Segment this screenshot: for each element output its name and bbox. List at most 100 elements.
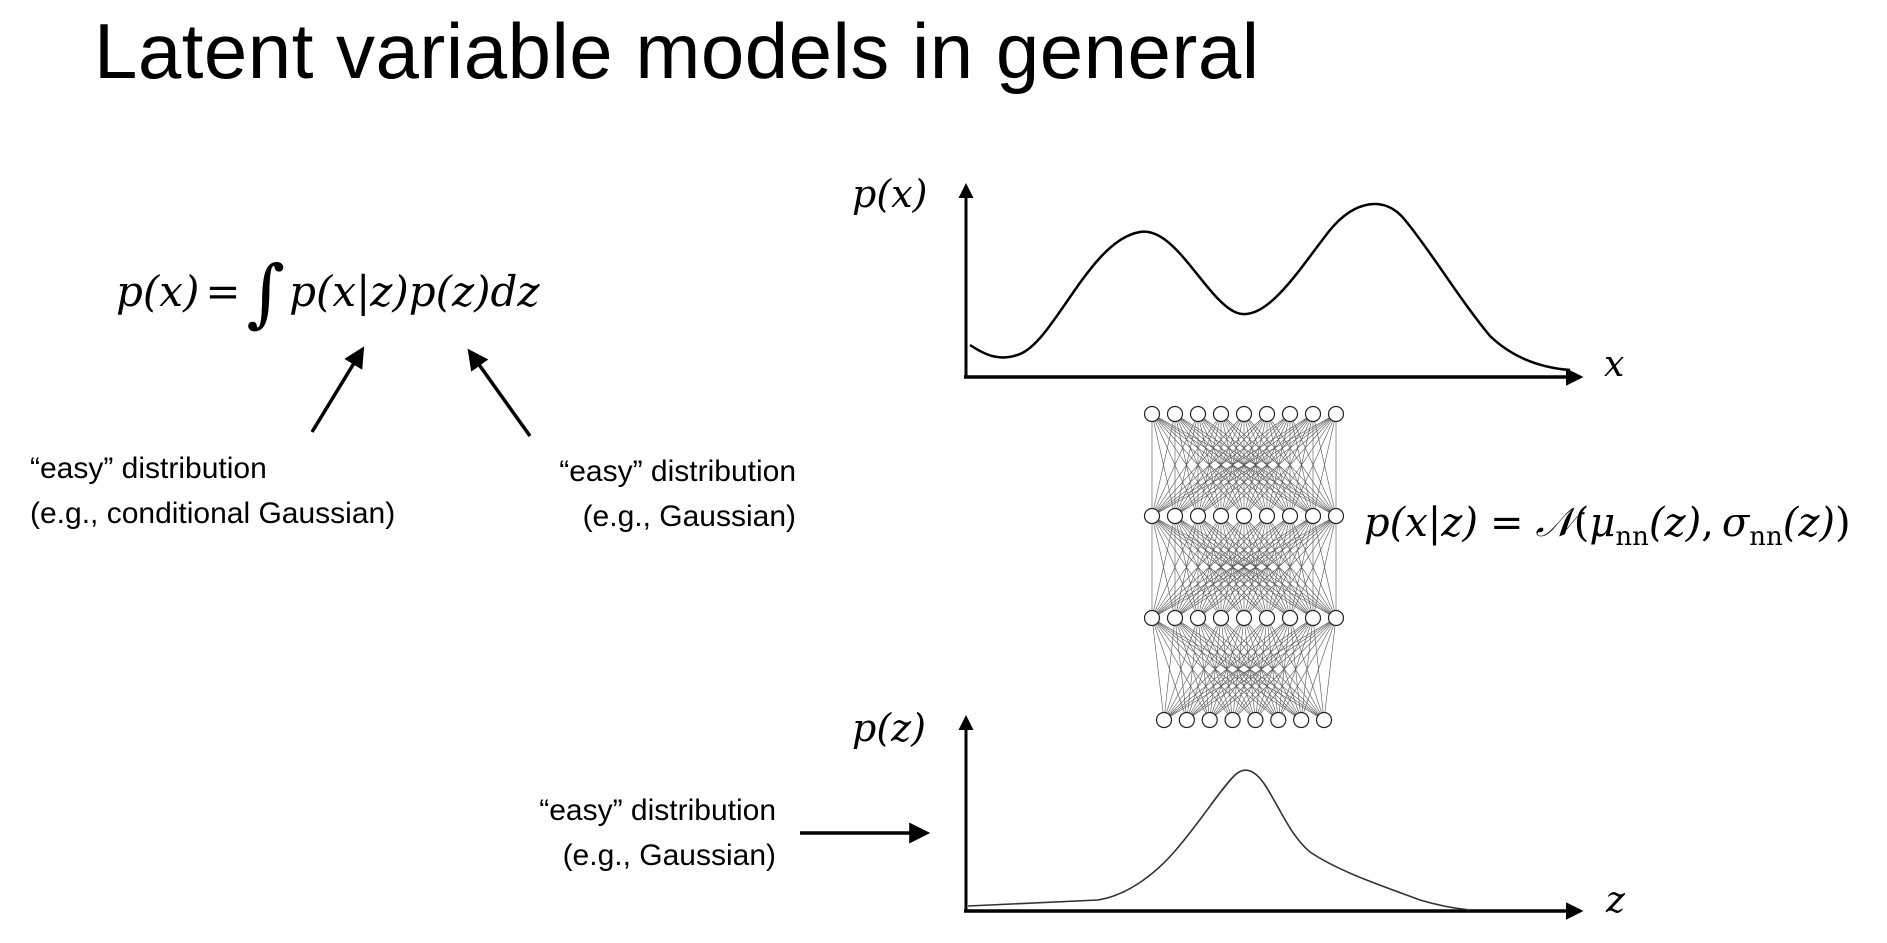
network-node [1212,405,1230,423]
network-connection [1220,515,1337,619]
network-node [1304,507,1322,525]
equation-dz: dz [490,267,540,316]
equation-pz: p(z) [408,267,491,316]
network-connection [1151,413,1268,517]
equation-equals: = [205,267,241,316]
pz-axis-xlabel: z [1606,880,1625,921]
network-connection [1174,515,1337,619]
mu-symbol: μ [1589,500,1616,546]
network-connection [1163,617,1291,721]
network-node [1155,711,1173,729]
caption-prior-line2: (e.g., Gaussian) [582,500,796,533]
network-node [1258,609,1276,627]
arrow-to-conditional-term [310,346,365,433]
pz-ylabel-text: p(z) [852,706,926,750]
decoder-open-paren: ( [1573,500,1590,546]
network-node [1166,609,1184,627]
network-node [1293,711,1310,729]
slide-title: Latent variable models in general [94,7,1260,95]
network-connection [1243,515,1337,619]
network-node [1270,711,1287,729]
network-connection [1209,617,1337,721]
network-connection [1151,515,1176,619]
network-connection [1151,515,1268,619]
integral-sign: ∫ [246,250,286,336]
network-connection [1278,617,1337,721]
network-connection [1151,413,1222,517]
network-node [1327,609,1345,627]
network-connection [1151,413,1245,517]
equation-pxz: p(x|z) [289,267,409,316]
network-connection [1151,515,1337,619]
network-connection [1151,515,1291,619]
network-connection [1312,413,1337,517]
network-node [1327,405,1345,423]
network-connection [1323,617,1337,721]
network-connection [1186,617,1337,721]
caption-conditional-distribution: “easy” distribution (e.g., conditional G… [30,446,395,536]
network-connection [1151,413,1314,517]
network-node [1327,507,1345,525]
network-node [1304,405,1322,423]
network-connection [1151,515,1199,619]
decoder-lhs: p(x|z) [1364,500,1478,546]
network-node [1189,507,1207,525]
network-connection [1289,515,1337,619]
px-ylabel-text: p(x) [852,172,928,216]
network-connection [1255,617,1337,721]
decoder-close-paren: ) [1835,500,1851,546]
network-connection [1151,413,1337,517]
network-connection [1151,413,1176,517]
network-node [1166,405,1184,423]
network-connection [1197,413,1337,517]
network-node [1143,405,1161,423]
network-connection [1151,515,1222,619]
network-connection [1197,515,1337,619]
sigma-argument: (z) [1782,500,1836,546]
network-connection [1163,617,1199,721]
network-node [1258,405,1276,423]
sigma-symbol: σ [1721,500,1750,546]
network-connection [1174,413,1337,517]
network-node [1212,507,1230,525]
network-connection [1163,617,1314,721]
network-connection [1300,617,1337,721]
caption-conditional-line1: “easy” distribution [30,452,267,485]
equation-px: p(x) [116,267,200,316]
marginal-likelihood-equation: p(x) =∫p(x|z)p(z)dz [116,256,540,330]
sigma-subscript: nn [1749,522,1783,552]
network-connection [1163,617,1268,721]
network-connection [1232,617,1337,721]
caption-pz-line1: “easy” distribution [539,794,776,827]
pz-xlabel-text: z [1606,880,1625,921]
network-connection [1151,515,1245,619]
network-connection [1289,413,1337,517]
decoder-equals: = [1489,500,1524,546]
caption-conditional-line2: (e.g., conditional Gaussian) [30,497,396,530]
caption-pz-distribution: “easy” distribution (e.g., Gaussian) [476,788,776,878]
network-node [1189,609,1207,627]
network-connection [1266,515,1337,619]
caption-prior-line1: “easy” distribution [559,455,796,488]
px-axis-xlabel: x [1604,344,1624,385]
network-node [1235,405,1253,423]
px-axis-ylabel: p(x) [852,172,927,216]
caption-pz-line2: (e.g., Gaussian) [562,839,776,872]
network-connection [1266,413,1337,517]
network-node [1189,405,1207,423]
network-node [1178,711,1195,729]
network-node [1315,711,1333,729]
arrow-to-prior-term [467,348,532,438]
network-node [1143,609,1161,627]
network-node [1281,405,1299,423]
network-node [1281,609,1299,627]
network-connection [1163,617,1222,721]
network-node [1258,507,1276,525]
network-connection [1151,617,1165,721]
decoder-equation: p(x|z) = 𝒩(μnn(z), σnn(z)) [1364,500,1851,552]
decoder-network [1143,405,1345,729]
network-node [1281,507,1299,525]
network-node [1166,507,1184,525]
mu-argument: (z) [1648,500,1702,546]
